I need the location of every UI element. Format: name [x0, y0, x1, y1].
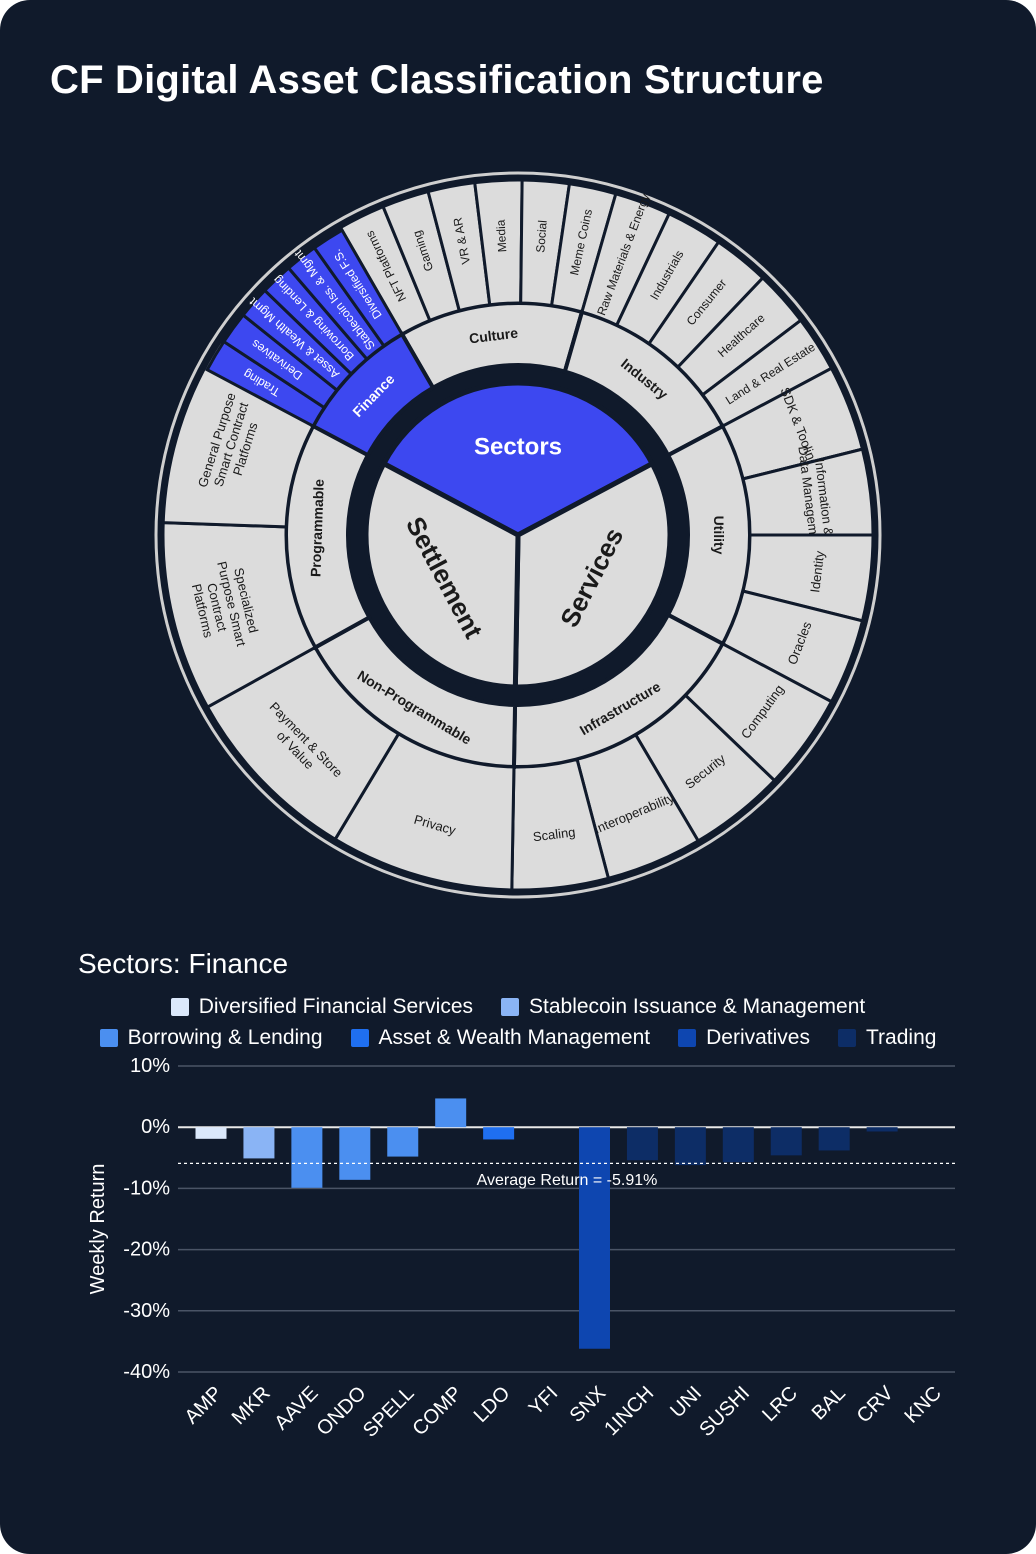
page-title: CF Digital Asset Classification Structur… [50, 58, 824, 102]
legend-swatch [838, 1029, 856, 1047]
legend-swatch [99, 1029, 118, 1047]
subsector-segment [312, 228, 405, 348]
x-tick-label: COMP [408, 1382, 466, 1440]
weekly-return-bar-chart: 10% 0% -10% -20% -30% -40% Weekly Return AMP MKR… [87, 1055, 955, 1442]
bar-comp [435, 1098, 467, 1128]
y-tick-label: -40% [123, 1361, 170, 1383]
x-tick-label: 1INCH [600, 1382, 658, 1440]
y-tick-label: -20% [123, 1239, 170, 1261]
legend-swatch [350, 1029, 369, 1047]
legend-label: Diversified Financial Services [198, 995, 474, 1018]
legend-item: Borrowing & Lending [99, 1026, 323, 1050]
y-tick-label: 0% [141, 1116, 170, 1138]
bar-crv [866, 1127, 898, 1132]
legend-label: Derivatives [706, 1026, 810, 1049]
bar-bal [818, 1127, 850, 1151]
subsector-label: Media [494, 219, 510, 253]
legend-row: Borrowing & Lending Asset & Wealth Manage… [0, 1026, 1036, 1050]
average-label: Average Return = -5.91% [477, 1172, 658, 1189]
x-tick-label: SPELL [359, 1382, 419, 1442]
x-tick-label: ONDO [313, 1382, 371, 1440]
bar-ldo [483, 1127, 515, 1140]
x-tick-label: UNI [666, 1382, 706, 1422]
legend-item: Asset & Wealth Management [350, 1026, 651, 1050]
legend-item: Trading [838, 1026, 936, 1050]
bar-sushi [722, 1127, 754, 1163]
subsector-label: Scaling [532, 824, 576, 844]
legend-row: Diversified Financial Services Stablecoin… [0, 995, 1036, 1019]
legend-label: Asset & Wealth Management [378, 1026, 651, 1049]
bar-amp [195, 1127, 227, 1139]
subsector-label: Identity [807, 550, 827, 594]
bar-ondo [339, 1127, 371, 1180]
bar-aave [291, 1127, 323, 1188]
sector-label: Programmable [307, 479, 326, 578]
bar-1inch [626, 1127, 658, 1161]
x-tick-label: SUSHI [695, 1382, 754, 1441]
x-tick-label: CRV [853, 1382, 899, 1428]
legend-item: Diversified Financial Services [170, 995, 474, 1019]
sector-label: Culture [468, 325, 519, 347]
x-tick-label: KNC [900, 1382, 945, 1427]
sector-label: Utility [711, 516, 727, 555]
bar-spell [387, 1127, 419, 1157]
bar-uni [674, 1127, 706, 1166]
x-tick-label: LDO [470, 1382, 515, 1427]
classification-sunburst: NFT Platforms Gaming VR & AR Media Social Mem… [154, 171, 882, 899]
y-tick-label: -30% [123, 1300, 170, 1322]
legend-label: Borrowing & Lending [127, 1026, 323, 1049]
x-tick-label: YFI [525, 1382, 563, 1420]
bar-mkr [243, 1127, 275, 1159]
legend-item: Stablecoin Issuance & Management [501, 995, 865, 1019]
x-tick-label: AMP [181, 1382, 227, 1428]
y-tick-label: -10% [123, 1177, 170, 1199]
legend-swatch [678, 1029, 697, 1047]
x-tick-label: BAL [808, 1382, 850, 1424]
x-tick-label: MKR [228, 1382, 275, 1429]
legend-swatch [501, 998, 520, 1016]
legend-item: Derivatives [678, 1026, 810, 1050]
legend-swatch [170, 998, 189, 1016]
y-tick-label: 10% [130, 1055, 170, 1077]
center-services-wedge [512, 460, 673, 690]
chart-title: Sectors: Finance [78, 948, 289, 979]
bar-lrc [770, 1127, 802, 1156]
legend-label: Trading [866, 1026, 937, 1049]
bar-snx [579, 1127, 610, 1349]
subsector-label: Social [533, 220, 550, 254]
legend-label: Stablecoin Issuance & Management [529, 995, 866, 1018]
center-label: Sectors [474, 434, 562, 461]
outer-ring [154, 171, 882, 899]
center-settlement-wedge [363, 460, 521, 690]
y-axis-label: Weekly Return [87, 1164, 109, 1295]
x-tick-label: LRC [758, 1382, 802, 1426]
